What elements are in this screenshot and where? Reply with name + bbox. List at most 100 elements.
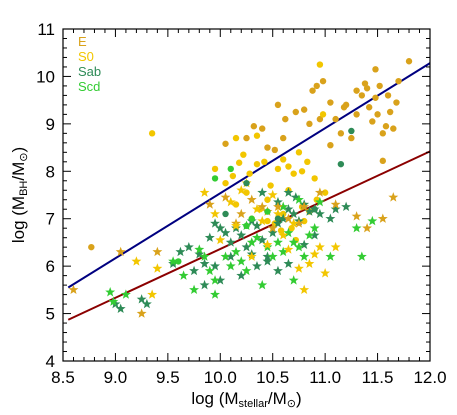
star-point-sab — [288, 208, 299, 219]
point-s0 — [321, 189, 329, 196]
point-s0 — [246, 170, 253, 177]
star-point-scd — [299, 251, 310, 261]
star-point-s0-star — [131, 256, 142, 266]
point-e — [332, 115, 339, 123]
star-point-scd — [293, 194, 304, 204]
star-point-scd — [225, 260, 236, 271]
star-point-sab — [262, 251, 273, 261]
star-point-e-star — [115, 246, 126, 257]
legend-label-s0: S0 — [78, 49, 94, 64]
point-s0 — [267, 182, 274, 189]
star-point-s0-star — [199, 187, 210, 197]
star-point-sab — [225, 251, 236, 261]
point-e — [306, 120, 313, 128]
point-s0 — [280, 156, 287, 163]
point-s0 — [235, 159, 243, 166]
star-point-s0-star — [309, 249, 320, 259]
star-point-scd — [108, 296, 119, 306]
y-tick-labels: 4 5 6 7 8 9 10 11 — [36, 20, 55, 371]
legend-label-scd: Scd — [78, 79, 100, 94]
point-e — [379, 157, 387, 165]
x-tick-label: 10.0 — [204, 368, 237, 387]
point-scd-circle — [211, 175, 219, 182]
x-tick-label: 12.0 — [413, 368, 446, 387]
point-e — [309, 87, 316, 94]
point-e — [337, 130, 345, 137]
plot-frame — [62, 28, 431, 362]
point-e — [300, 106, 308, 113]
point-sab-circle — [311, 206, 318, 213]
y-tick-label: 7 — [46, 210, 55, 229]
point-s0 — [285, 163, 292, 170]
star-point-scd — [293, 241, 304, 252]
point-e — [88, 243, 95, 251]
point-e — [259, 125, 266, 132]
point-e — [292, 108, 299, 116]
star-point-scd — [168, 256, 179, 266]
point-e — [319, 77, 327, 85]
point-e — [390, 125, 397, 132]
star-point-s0-star — [210, 208, 220, 219]
star-point-s0-star — [246, 251, 257, 261]
point-s0 — [232, 134, 240, 142]
point-e — [395, 77, 402, 85]
star-point-e-star — [283, 213, 294, 223]
star-point-e-star — [236, 208, 247, 219]
x-tick-label: 8.5 — [51, 368, 75, 387]
star-point-sab — [252, 220, 262, 231]
point-e — [243, 134, 250, 142]
axis-ticks — [62, 28, 431, 362]
star-point-sab — [299, 239, 310, 250]
star-point-scd — [367, 215, 378, 226]
point-s0 — [253, 132, 261, 139]
x-axis-title: log (Mstellar/M⊙) — [191, 389, 301, 410]
star-point-s0-star — [330, 241, 341, 252]
point-e — [382, 123, 390, 130]
star-point-scd — [356, 251, 367, 261]
star-point-scd — [246, 237, 257, 247]
point-s0 — [243, 189, 250, 196]
star-point-scd — [288, 237, 299, 247]
point-sab-circle — [348, 127, 355, 135]
star-point-sab — [183, 241, 194, 252]
point-e — [327, 142, 334, 149]
star-point-scd — [283, 227, 294, 238]
star-point-s0-star — [299, 284, 310, 295]
point-sab-circle — [337, 160, 345, 168]
x-tick-label: 9.0 — [104, 368, 128, 387]
y-tick-label: 11 — [37, 20, 55, 39]
star-point-s0-star — [293, 263, 304, 273]
point-e — [369, 118, 376, 125]
point-e — [374, 111, 381, 118]
star-point-scd — [309, 223, 320, 233]
point-e — [365, 104, 373, 111]
star-point-e-star — [257, 201, 268, 212]
star-point-s0-star — [147, 289, 158, 299]
star-point-scd — [210, 289, 220, 299]
point-e — [353, 87, 360, 94]
point-e — [372, 94, 379, 101]
star-point-e-star — [377, 213, 388, 223]
star-point-sab — [225, 237, 236, 247]
star-point-sab — [314, 208, 325, 219]
star-point-scd — [273, 237, 283, 247]
x-tick-labels: 8.5 9.0 9.5 10.0 10.5 11.0 11.5 12.0 — [51, 368, 446, 387]
point-s0 — [298, 168, 306, 175]
legend-label-e: E — [78, 34, 87, 49]
star-point-s0-star — [257, 215, 268, 226]
point-e — [353, 111, 360, 118]
point-e — [327, 99, 334, 106]
data-points — [68, 58, 413, 318]
star-point-sab — [273, 265, 283, 276]
x-tick-label: 11.0 — [309, 368, 341, 387]
star-point-sab — [325, 213, 336, 223]
star-point-sab — [273, 196, 283, 207]
star-point-sab — [220, 227, 231, 238]
star-point-sab — [141, 298, 152, 309]
star-point-sab — [304, 206, 315, 216]
star-point-s0-star — [236, 185, 247, 195]
star-point-sab — [341, 201, 352, 212]
star-point-scd — [314, 196, 325, 207]
point-s0 — [311, 175, 318, 182]
star-point-scd — [278, 201, 289, 212]
